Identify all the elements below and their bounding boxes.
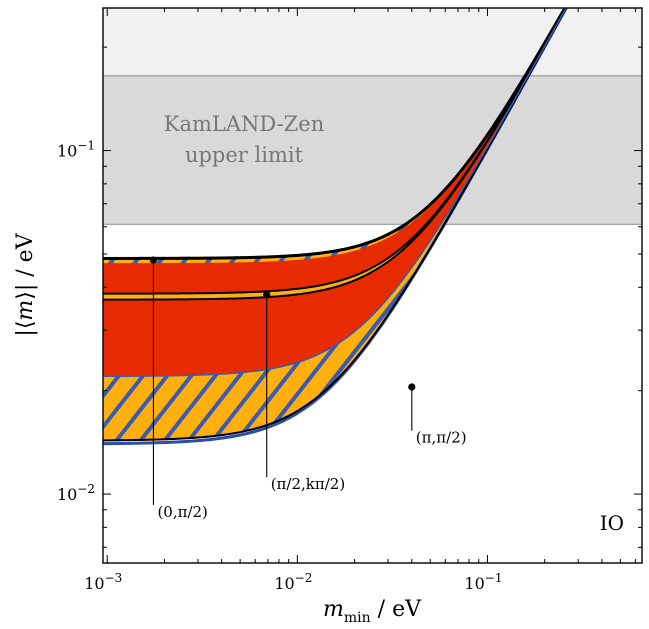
x-tick-label-0: 10−3 [84,571,122,593]
y-axis-label: |⟨m⟩| / eV [13,232,38,336]
x-axis-label: mmin / eV [323,597,422,626]
curves [103,8,568,442]
annotation-markers [149,256,416,505]
plot-area [103,8,642,505]
x-tick-label-1: 10−2 [274,571,312,593]
band-inner [103,8,567,377]
x-tick-label-2: 10−1 [464,571,502,593]
annotation-point-0 [149,256,158,264]
annotation-label-1: (π/2,kπ/2) [271,475,345,493]
tick-labels: 10−3 10−2 10−1 10−2 10−1 [57,139,503,593]
upper-band-region [103,8,642,76]
hierarchy-label: IO [600,511,624,535]
annotation-label-0: (0,π/2) [157,503,207,521]
exclusion-label-line1: KamLAND-Zen [164,112,324,136]
y-tick-label-0: 10−2 [57,482,95,504]
plot-frame [102,7,643,564]
exclusion-label-line2: upper limit [185,143,304,167]
annotation-labels: (0,π/2) (π/2,kπ/2) (π,π/2) [157,429,466,521]
annotation-label-2: (π,π/2) [416,429,467,447]
axis-ticks [103,8,642,563]
y-tick-label-1: 10−1 [57,139,95,161]
inner-band-lower-edge [103,8,567,378]
annotation-point-2 [408,383,416,391]
exclusion-band [103,75,642,225]
annotation-point-1 [263,291,271,299]
